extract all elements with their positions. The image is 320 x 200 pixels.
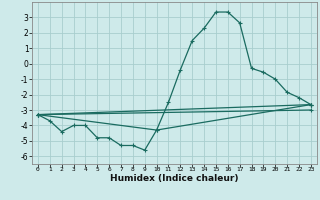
X-axis label: Humidex (Indice chaleur): Humidex (Indice chaleur) <box>110 174 239 183</box>
